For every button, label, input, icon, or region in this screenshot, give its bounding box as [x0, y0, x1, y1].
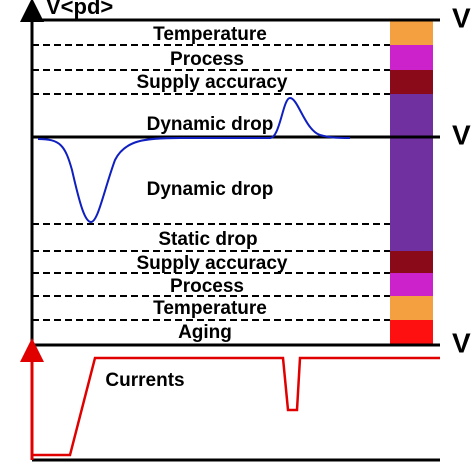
axis-label: V<pd>: [46, 0, 113, 19]
margin-label: Dynamic drop: [147, 114, 274, 135]
color-bar: [390, 20, 433, 345]
margin-label: Process: [170, 276, 244, 297]
right-label: V: [452, 2, 471, 33]
voltage-waveform: [37, 96, 351, 224]
margin-label: Temperature: [153, 298, 267, 319]
right-label: V: [452, 327, 471, 358]
margin-label: Temperature: [153, 24, 267, 45]
margin-label: Dynamic drop: [147, 179, 274, 200]
current-plot: [20, 338, 440, 462]
margin-label: Aging: [178, 322, 232, 343]
level-lines: [20, 0, 440, 347]
current-label: Currents: [105, 370, 184, 391]
margin-label: Supply accuracy: [136, 72, 287, 93]
margin-label: Process: [170, 49, 244, 70]
margin-label: Static drop: [158, 229, 257, 250]
margin-label: Supply accuracy: [136, 253, 287, 274]
right-label: V: [452, 119, 471, 150]
